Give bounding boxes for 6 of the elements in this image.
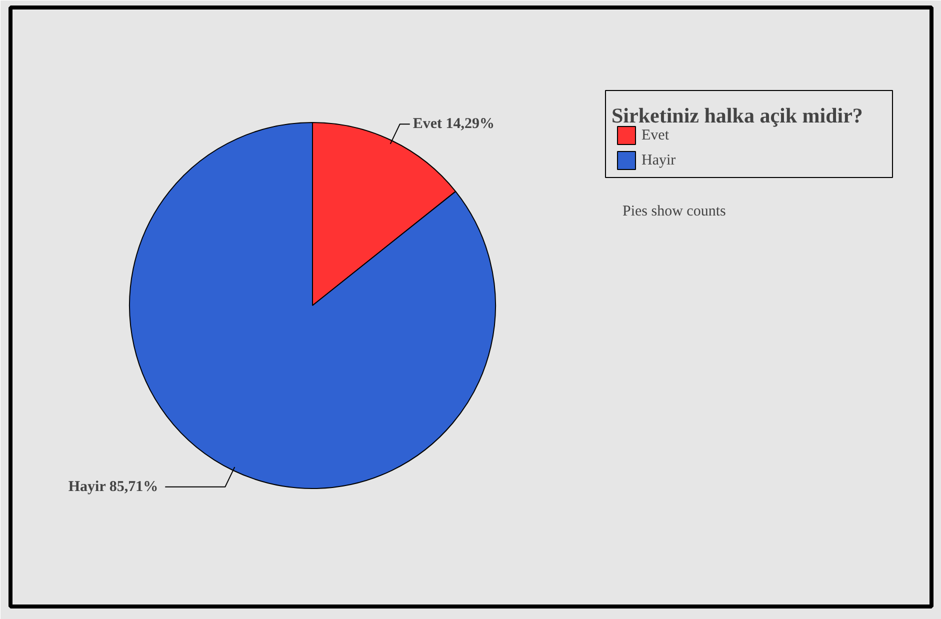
category-label: Evet 14,29% [412,116,495,132]
text: Pies show counts [622,204,726,220]
category-label: Hayir 85,71% [68,478,158,495]
legend-title: Sirketiniz halka açik midir? [612,104,863,128]
legend-label: Evet [642,128,670,144]
legend-label: Hayir [642,152,676,168]
